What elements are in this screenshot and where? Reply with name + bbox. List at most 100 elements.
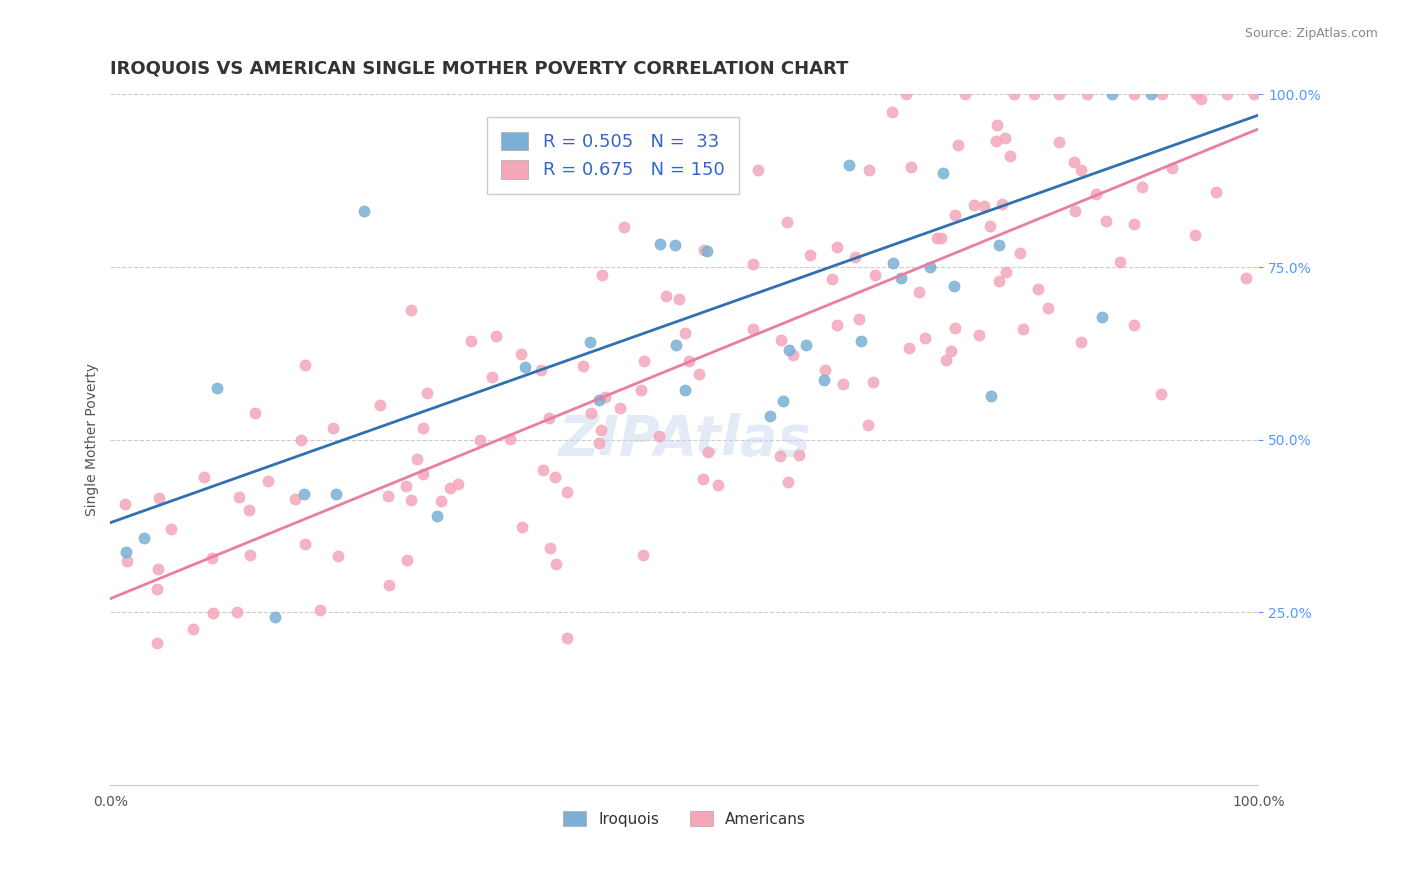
Point [890,271,912,285]
Point [146,562,169,576]
Point [782,348,804,362]
Point [825,318,848,332]
Point [776,475,799,489]
Point [1123,87,1146,102]
Point [789,449,811,463]
Point [447,476,470,491]
Point [377,489,399,503]
Point [588,436,610,450]
Point [1205,186,1227,200]
Point [673,383,696,397]
Point [513,360,536,375]
Point [896,87,918,102]
Point [1150,387,1173,401]
Point [416,386,439,401]
Point [160,522,183,536]
Point [591,268,613,282]
Point [396,553,419,567]
Point [1184,227,1206,242]
Point [897,341,920,355]
Point [412,420,434,434]
Point [228,491,250,505]
Point [1108,255,1130,269]
Point [201,606,224,620]
Point [193,470,215,484]
Point [481,370,503,384]
Point [980,389,1002,403]
Point [776,214,799,228]
Point [145,636,167,650]
Point [747,162,769,177]
Y-axis label: Single Mother Poverty: Single Mother Poverty [86,363,100,516]
Point [631,548,654,562]
Point [531,463,554,477]
Point [918,260,941,275]
Point [509,347,531,361]
Point [769,449,792,463]
Point [813,373,835,387]
Point [993,131,1015,145]
Point [696,244,718,258]
Point [499,432,522,446]
Point [935,352,957,367]
Point [693,243,716,257]
Point [115,554,138,568]
Point [994,265,1017,279]
Point [134,532,156,546]
Point [395,479,418,493]
Point [1243,87,1265,102]
Point [1063,154,1085,169]
Point [664,237,686,252]
Point [794,338,817,352]
Point [688,367,710,381]
Point [838,158,860,172]
Point [987,237,1010,252]
Point [678,353,700,368]
Point [665,338,688,352]
Point [1094,214,1116,228]
Point [772,393,794,408]
Point [353,203,375,218]
Point [953,87,976,102]
Point [633,353,655,368]
Point [1123,318,1146,332]
Text: Source: ZipAtlas.com: Source: ZipAtlas.com [1244,27,1378,40]
Point [821,272,844,286]
Point [544,470,567,484]
Point [238,503,260,517]
Point [201,551,224,566]
Point [148,491,170,505]
Point [925,231,948,245]
Point [1091,310,1114,324]
Point [825,239,848,253]
Point [326,549,349,563]
Point [322,420,344,434]
Point [759,409,782,423]
Point [1084,186,1107,201]
Point [882,104,904,119]
Text: ZIPAtlas: ZIPAtlas [558,413,811,467]
Point [673,326,696,340]
Point [943,279,966,293]
Point [1011,321,1033,335]
Point [591,423,613,437]
Point [1008,246,1031,260]
Point [1000,149,1022,163]
Point [572,359,595,373]
Point [882,255,904,269]
Point [648,429,671,443]
Point [741,322,763,336]
Point [1002,87,1025,102]
Point [613,219,636,234]
Point [844,250,866,264]
Point [770,333,793,347]
Point [967,327,990,342]
Point [181,622,204,636]
Point [309,603,332,617]
Point [914,331,936,345]
Point [1189,92,1212,106]
Point [1161,161,1184,176]
Point [510,519,533,533]
Point [399,492,422,507]
Point [256,474,278,488]
